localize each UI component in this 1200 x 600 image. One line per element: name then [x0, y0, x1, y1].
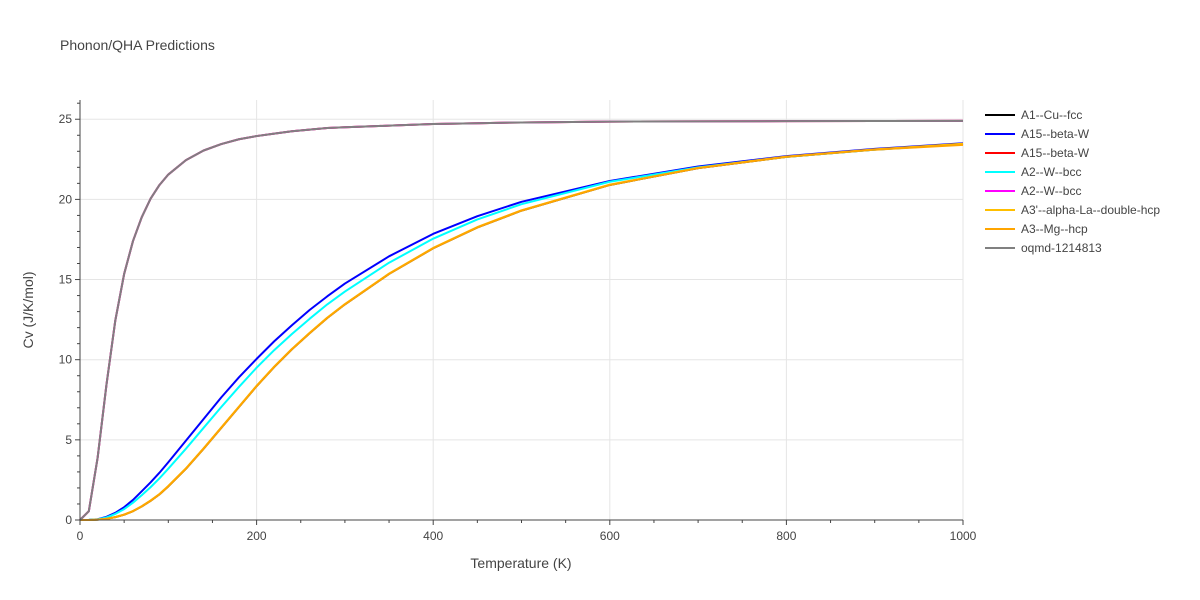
axes: 0 200 400 600 800 1000 0 5 10 15 20 25: [59, 100, 977, 543]
x-tick-label: 200: [247, 529, 267, 543]
legend-item[interactable]: oqmd-1214813: [985, 241, 1102, 255]
gridlines: [80, 100, 964, 520]
legend-item[interactable]: A2--W--bcc: [985, 165, 1081, 179]
y-tick-label: 25: [59, 112, 73, 126]
legend-label: A2--W--bcc: [1021, 165, 1081, 179]
legend-item[interactable]: A1--Cu--fcc: [985, 108, 1082, 122]
legend-label: A3'--alpha-La--double-hcp: [1021, 203, 1160, 217]
x-tick-label: 800: [776, 529, 796, 543]
legend-item[interactable]: A15--beta-W: [985, 127, 1090, 141]
legend-label: oqmd-1214813: [1021, 241, 1102, 255]
legend-label: A1--Cu--fcc: [1021, 108, 1082, 122]
legend-item[interactable]: A3'--alpha-La--double-hcp: [985, 203, 1160, 217]
x-tick-label: 0: [77, 529, 84, 543]
series-line-6[interactable]: [80, 143, 964, 521]
y-tick-label: 15: [59, 273, 73, 287]
legend-item[interactable]: A15--beta-W: [985, 146, 1090, 160]
y-tick-label: 20: [59, 192, 73, 206]
legend-item[interactable]: A2--W--bcc: [985, 184, 1081, 198]
legend-item[interactable]: A3--Mg--hcp: [985, 222, 1088, 236]
x-tick-label: 400: [423, 529, 443, 543]
y-axis-label: Cv (J/K/mol): [20, 272, 36, 349]
y-tick-label: 5: [65, 433, 72, 447]
legend[interactable]: A1--Cu--fcc A15--beta-W A15--beta-W A2--W--…: [985, 108, 1160, 255]
legend-label: A15--beta-W: [1021, 146, 1090, 160]
chart-title: Phonon/QHA Predictions: [60, 37, 215, 53]
series-line-1[interactable]: [79, 142, 964, 521]
legend-label: A2--W--bcc: [1021, 184, 1081, 198]
legend-label: A3--Mg--hcp: [1021, 222, 1088, 236]
series-line-7[interactable]: [79, 119, 964, 521]
legend-label: A15--beta-W: [1021, 127, 1090, 141]
x-tick-label: 600: [600, 529, 620, 543]
plot-area: [79, 119, 964, 521]
x-axis-label: Temperature (K): [470, 555, 571, 571]
y-tick-label: 0: [65, 513, 72, 527]
x-tick-label: 1000: [950, 529, 977, 543]
series-line-3[interactable]: [79, 143, 964, 521]
y-tick-label: 10: [59, 353, 73, 367]
